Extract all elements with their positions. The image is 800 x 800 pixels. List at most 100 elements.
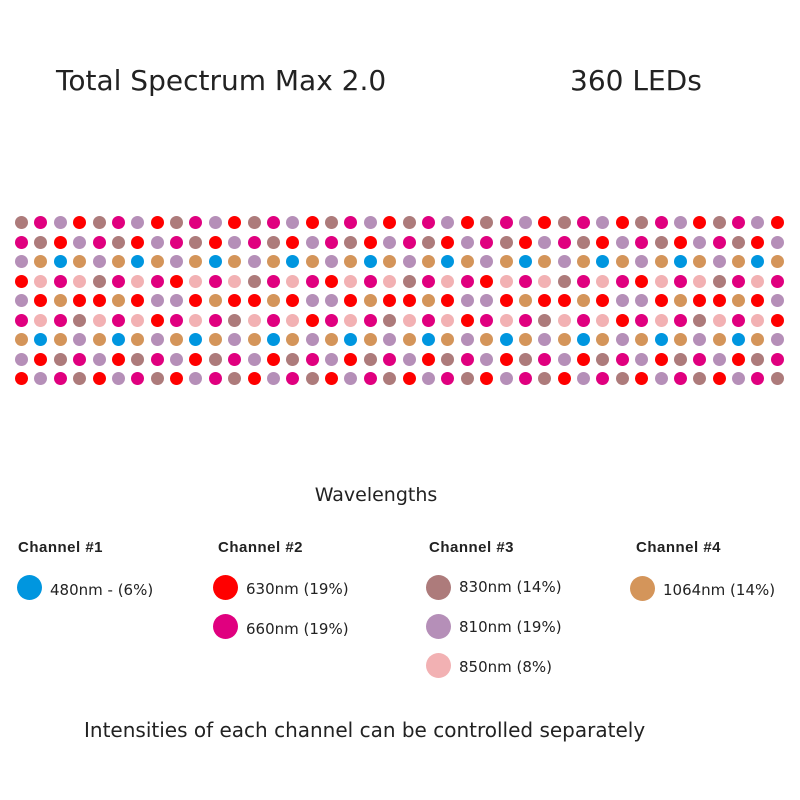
led-810nm [170,294,184,307]
led-810nm [460,235,474,249]
led-660nm [111,313,125,327]
led-630nm [111,352,125,366]
led-850nm [557,313,571,327]
led-850nm [499,313,513,327]
led-660nm [325,313,339,327]
led-630nm [770,313,784,327]
led-810nm [402,255,416,268]
led-630nm [344,352,358,366]
led-630nm [344,294,358,307]
led-810nm [266,372,280,385]
led-630nm [460,216,474,229]
led-660nm [266,274,280,288]
led-810nm [538,333,552,346]
led-660nm [751,372,765,385]
led-480nm [654,333,668,346]
led-830nm [363,352,377,366]
led-810nm [770,235,784,249]
led-810nm [460,294,474,307]
led-1064nm [557,333,571,346]
led-480nm [751,255,765,268]
led-1064nm [15,333,28,346]
led-810nm [673,216,687,229]
led-850nm [751,313,765,327]
led-630nm [693,216,707,229]
led-850nm [402,313,416,327]
led-810nm [325,352,339,366]
led-830nm [344,235,358,249]
led-630nm [635,372,649,385]
led-480nm [363,255,377,268]
led-660nm [673,313,687,327]
wavelengths-heading: Wavelengths [314,484,438,506]
led-810nm [557,255,571,268]
led-1064nm [499,255,513,268]
led-630nm [557,372,571,385]
led-480nm [344,333,358,346]
led-660nm [15,313,28,327]
led-810nm [538,235,552,249]
led-810nm [518,216,532,229]
led-630nm [499,352,513,366]
led-630nm [34,294,48,307]
led-480nm [286,255,300,268]
led-850nm [286,274,300,288]
led-660nm [208,313,222,327]
led-660nm [208,372,222,385]
led-630nm [131,235,145,249]
led-830nm [170,216,184,229]
legend-label-850nm: 850nm (8%) [459,658,553,676]
led-630nm [712,372,726,385]
led-1064nm [325,333,339,346]
led-850nm [751,274,765,288]
led-1064nm [421,255,435,268]
led-480nm [673,255,687,268]
led-630nm [189,294,203,307]
led-660nm [266,313,280,327]
led-810nm [170,352,184,366]
led-810nm [751,216,765,229]
led-630nm [266,352,280,366]
led-810nm [228,235,242,249]
led-810nm [247,352,261,366]
led-480nm [266,333,280,346]
led-480nm [732,333,746,346]
led-830nm [441,352,455,366]
led-1064nm [673,294,687,307]
led-630nm [441,235,455,249]
led-630nm [538,216,552,229]
led-830nm [712,274,726,288]
led-1064nm [635,333,649,346]
legend-dot-660nm [213,614,238,639]
led-850nm [34,274,48,288]
led-630nm [286,235,300,249]
led-660nm [189,216,203,229]
led-660nm [654,216,668,229]
channel-1-heading: Channel #1 [18,539,104,556]
led-660nm [150,274,164,288]
led-810nm [150,333,164,346]
led-830nm [305,372,319,385]
led-630nm [53,235,67,249]
led-850nm [654,313,668,327]
led-830nm [131,352,145,366]
led-810nm [635,352,649,366]
led-630nm [363,235,377,249]
led-630nm [577,352,591,366]
led-830nm [325,216,339,229]
led-830nm [460,372,474,385]
led-850nm [441,274,455,288]
led-830nm [557,274,571,288]
led-1064nm [712,333,726,346]
led-630nm [751,294,765,307]
led-850nm [344,313,358,327]
led-850nm [654,274,668,288]
legend-label-1064nm: 1064nm (14%) [663,581,776,599]
led-810nm [421,372,435,385]
led-1064nm [92,333,106,346]
led-810nm [15,294,28,307]
led-480nm [441,255,455,268]
led-850nm [189,274,203,288]
led-630nm [92,294,106,307]
led-830nm [189,235,203,249]
